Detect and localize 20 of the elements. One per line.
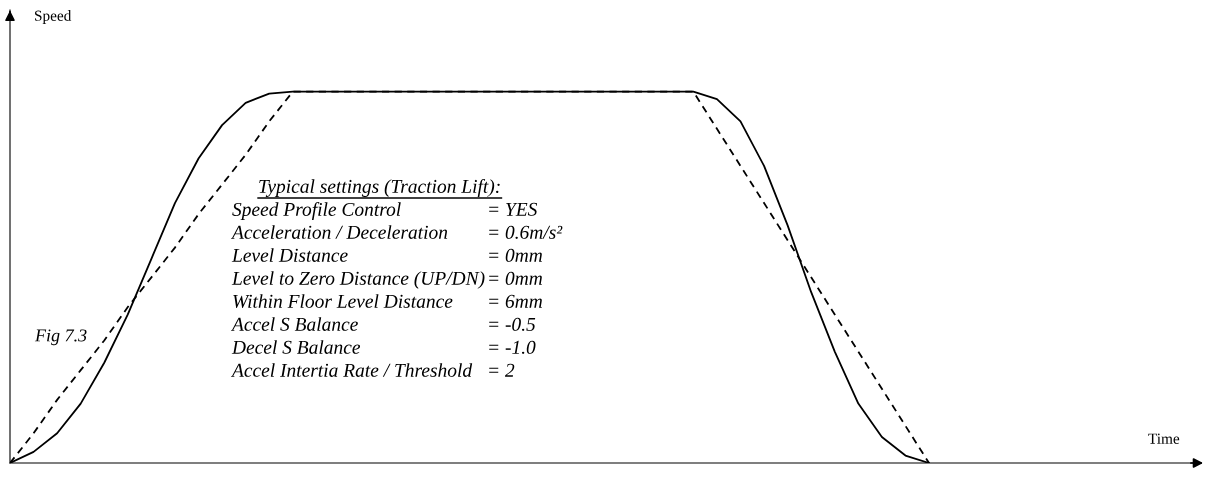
annotation: = 0mm (489, 271, 542, 285)
annotation: Within Floor Level Distance (233, 294, 453, 308)
annotation: Accel S Balance (230, 317, 358, 331)
annotation: Typical settings (Traction Lift): (259, 179, 500, 197)
annotation: Level Distance (231, 248, 348, 262)
annotation: = 0.6m/s² (489, 225, 563, 239)
annotation: Decel S Balance (231, 340, 361, 354)
annotation: Accel Intertia Rate / Threshold (230, 363, 473, 377)
annotation: Speed Profile Control (232, 202, 401, 220)
annotation: = 2 (489, 363, 515, 377)
annotation: = YES (489, 202, 538, 216)
x-axis-title: Time (1148, 433, 1180, 444)
annotation: Acceleration / Deceleration (230, 225, 448, 239)
annotation: = -1.0 (489, 340, 536, 354)
annotation: Level to Zero Distance (UP/DN) (231, 271, 485, 289)
annotation: Fig 7.3 (34, 329, 87, 346)
annotation: = 6mm (489, 294, 542, 308)
y-axis-title: Speed (35, 10, 72, 24)
annotation: = -0.5 (489, 317, 536, 331)
annotation: = 0mm (489, 248, 542, 262)
